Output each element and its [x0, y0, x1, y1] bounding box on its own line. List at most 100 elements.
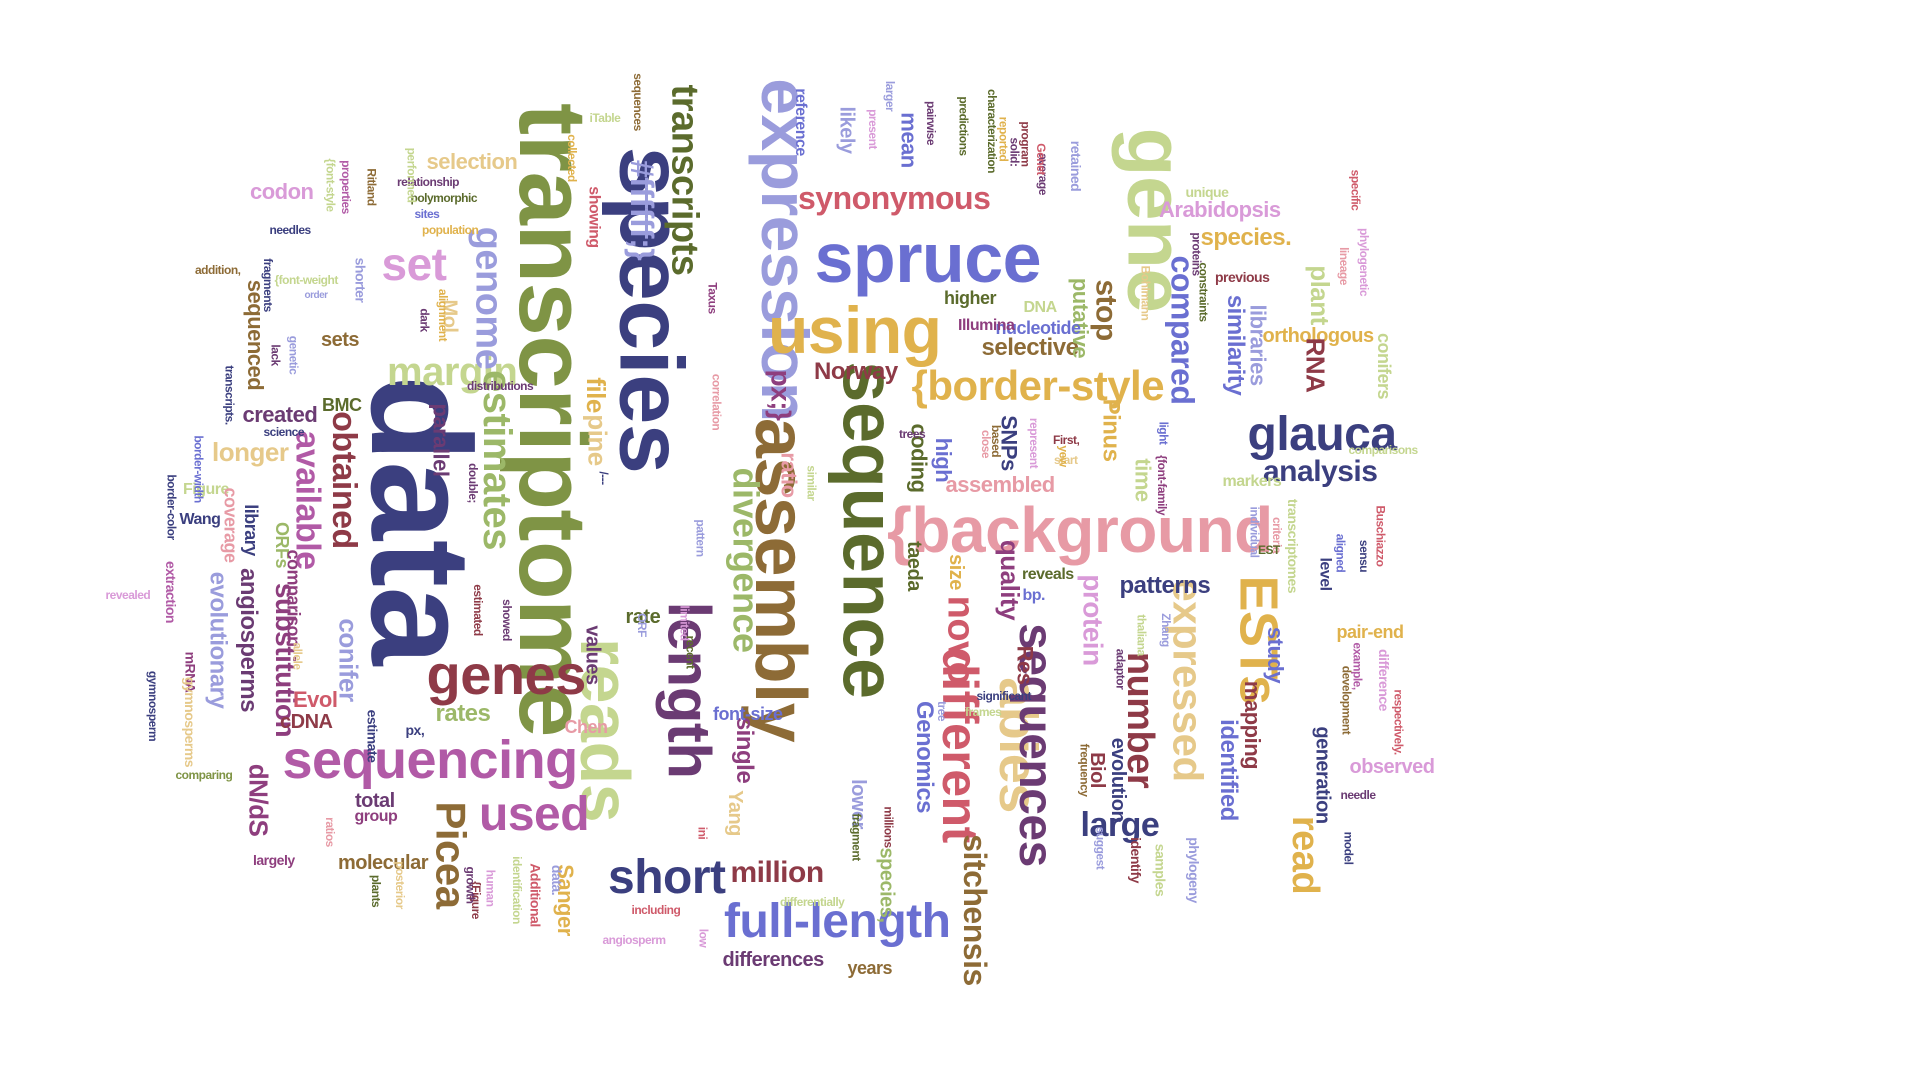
cloud-word: total: [355, 790, 395, 812]
cloud-word: obtained: [324, 411, 363, 549]
cloud-word: analysis: [1263, 455, 1378, 488]
cloud-word: identify: [1127, 837, 1144, 883]
cloud-word: border-color: [164, 474, 179, 540]
cloud-word: start: [1054, 453, 1078, 467]
cloud-word: relationship: [397, 175, 460, 189]
cloud-word: BMC: [322, 395, 362, 415]
cloud-word: assembled: [945, 472, 1056, 497]
cloud-word: distributions: [467, 379, 534, 393]
cloud-word: phylogeny: [1185, 837, 1202, 903]
cloud-word: conifers: [1374, 332, 1395, 400]
cloud-word: comparison: [283, 549, 304, 647]
cloud-word: px;}: [764, 369, 796, 421]
cloud-word: rate: [625, 606, 661, 628]
cloud-word: science: [263, 425, 305, 439]
cloud-word: angiosperm: [602, 933, 667, 947]
cloud-word: synonymous: [798, 180, 991, 216]
cloud-word: ratios: [322, 817, 337, 847]
cloud-word: comparisons: [1348, 443, 1419, 457]
cloud-word: compared: [1163, 255, 1200, 405]
cloud-word: needle: [1340, 788, 1377, 802]
cloud-word: unique: [1185, 184, 1229, 200]
cloud-word: identification: [509, 856, 524, 924]
cloud-word: frames: [965, 705, 1002, 719]
cloud-word: population: [422, 223, 479, 237]
cloud-word: pattern: [693, 519, 708, 557]
cloud-word: comparing: [175, 768, 233, 782]
cloud-word: First,: [1053, 433, 1080, 447]
cloud-word: DNA: [1023, 299, 1058, 316]
cloud-word: human: [482, 869, 497, 907]
cloud-word: level: [1316, 557, 1334, 591]
cloud-word: high: [931, 437, 957, 483]
cloud-word: light: [1155, 421, 1170, 445]
cloud-word: species.: [1200, 224, 1292, 251]
cloud-word: values: [581, 625, 604, 685]
cloud-word: fragments: [260, 258, 275, 312]
cloud-word: genes: [426, 643, 587, 706]
cloud-word: retained: [1068, 140, 1085, 192]
cloud-word: years: [847, 958, 893, 978]
cloud-word: aligned: [1332, 533, 1347, 573]
cloud-word: study: [1263, 626, 1289, 684]
cloud-word: spruce: [814, 219, 1042, 297]
cloud-word: showing: [585, 186, 603, 248]
cloud-word: pair-end: [1336, 622, 1405, 642]
cloud-word: fragment: [849, 813, 864, 861]
cloud-word: libraries: [1245, 304, 1271, 386]
cloud-word: used: [479, 788, 590, 841]
cloud-word: sensu: [1357, 539, 1372, 573]
cloud-word: predictions: [956, 96, 971, 156]
cloud-word: Genet: [1033, 143, 1048, 175]
cloud-word: specific: [1347, 169, 1362, 211]
cloud-word: Figure: [183, 481, 229, 498]
cloud-word: difference: [1375, 649, 1392, 711]
cloud-word: selective: [981, 334, 1079, 361]
cloud-word: set: [381, 238, 447, 290]
cloud-word: divergence: [725, 467, 767, 653]
cloud-word: generation: [1311, 726, 1334, 824]
cloud-word: present: [865, 109, 880, 149]
cloud-word: Bohlmann: [1137, 265, 1152, 321]
cloud-word: trees: [899, 427, 926, 441]
cloud-word: samples: [1151, 843, 1168, 897]
cloud-word: model: [1340, 831, 1355, 865]
cloud-word: cDNA: [280, 711, 333, 733]
cloud-word: growth: [463, 866, 477, 904]
cloud-word: evolution: [1107, 737, 1130, 823]
cloud-word: estimated: [470, 584, 485, 636]
cloud-word: Chen: [564, 717, 609, 737]
cloud-word: #ffffff;}: [624, 159, 661, 261]
cloud-word: recent: [683, 635, 698, 669]
cloud-word: correlation: [708, 373, 723, 431]
cloud-word: mapping: [1240, 680, 1266, 770]
cloud-word: short: [608, 851, 726, 904]
cloud-word: margin: [387, 350, 518, 394]
cloud-word: thaliana: [1134, 614, 1149, 656]
cloud-word: Taxus: [705, 282, 720, 314]
cloud-word: alignment: [436, 288, 451, 342]
cloud-word: RNA: [1299, 337, 1330, 393]
cloud-word: pairwise: [924, 100, 939, 146]
cloud-word: revealed: [105, 588, 151, 602]
cloud-word: Additional: [527, 863, 544, 927]
cloud-word: likely: [835, 106, 858, 154]
cloud-word: patterns: [1119, 572, 1211, 599]
cloud-word: selection: [426, 149, 518, 174]
cloud-word: estimates: [475, 369, 520, 551]
cloud-word: quality: [995, 539, 1026, 621]
cloud-word: performed: [403, 147, 418, 203]
cloud-word: angiosperms: [234, 568, 262, 712]
cloud-word: allele: [290, 642, 305, 670]
cloud-word: lack: [268, 344, 283, 366]
cloud-word: longer: [212, 437, 289, 467]
cloud-word: low: [695, 928, 710, 948]
cloud-word: time: [1130, 458, 1156, 502]
cloud-word: transcripts: [662, 84, 705, 276]
cloud-word: full-length: [724, 895, 951, 948]
cloud-word: size: [944, 554, 967, 590]
cloud-word: markers: [1222, 473, 1282, 490]
cloud-word: {font-weight: [274, 273, 339, 287]
cloud-word: respectively.: [1391, 689, 1406, 755]
